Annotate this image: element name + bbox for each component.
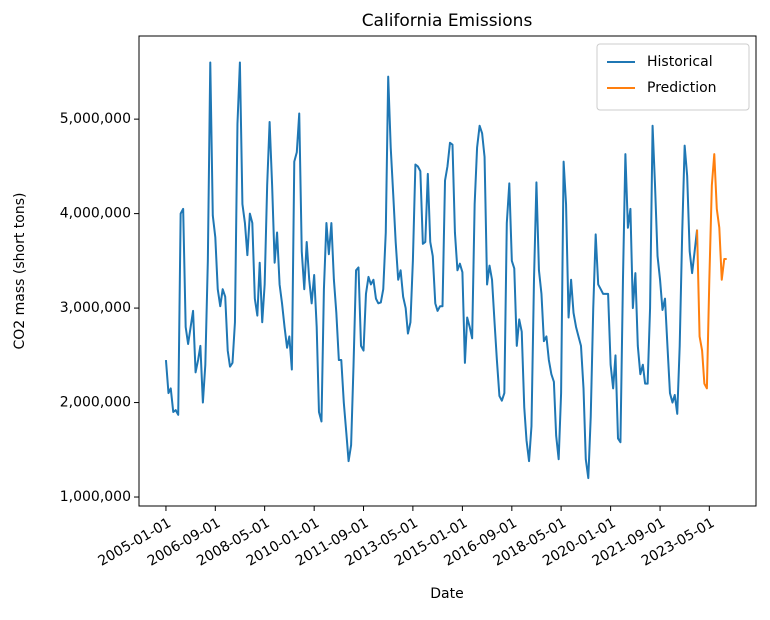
plot-frame [138, 35, 757, 507]
chart-title: California Emissions [362, 11, 533, 31]
y-tick-label: 3,000,000 [60, 300, 131, 316]
series-line [164, 61, 699, 480]
y-tick-label: 1,000,000 [60, 489, 131, 505]
y-axis-label: CO2 mass (short tons) [12, 193, 28, 350]
legend-label: Historical [647, 54, 713, 70]
y-tick-label: 2,000,000 [60, 395, 131, 411]
series-line [696, 153, 727, 390]
y-tick-label: 4,000,000 [60, 206, 131, 222]
legend-box [596, 43, 750, 111]
y-tick-label: 5,000,000 [60, 111, 131, 127]
legend-label: Prediction [647, 80, 717, 96]
x-axis-label: Date [430, 586, 463, 602]
